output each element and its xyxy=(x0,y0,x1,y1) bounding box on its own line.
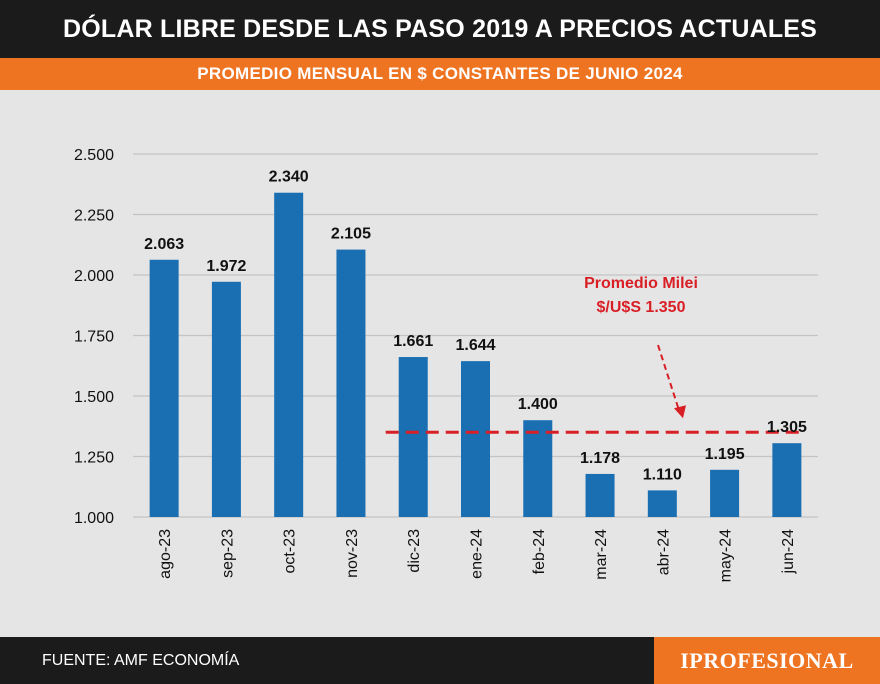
bar xyxy=(274,192,304,517)
x-tick-label: nov-23 xyxy=(344,529,361,578)
data-label: 2.063 xyxy=(144,236,184,253)
chart-subtitle: PROMEDIO MENSUAL EN $ CONSTANTES DE JUNI… xyxy=(197,64,683,83)
x-tick-label: oct-23 xyxy=(282,529,299,574)
bar xyxy=(772,443,802,517)
data-label: 2.340 xyxy=(269,169,309,186)
data-label: 2.105 xyxy=(331,226,371,243)
bar-chart: 1.000 1.250 1.500 1.750 2.000 2.250 2.500 2.063… xyxy=(74,147,818,582)
title-bar: DÓLAR LIBRE DESDE LAS PASO 2019 A PRECIO… xyxy=(0,0,880,58)
data-label: 1.644 xyxy=(455,337,495,354)
bar xyxy=(461,361,490,517)
subtitle-bar: PROMEDIO MENSUAL EN $ CONSTANTES DE JUNI… xyxy=(0,58,880,90)
x-tick-label: ene-24 xyxy=(469,529,486,579)
data-label: 1.661 xyxy=(393,333,433,350)
bar xyxy=(398,357,428,517)
chart-title: DÓLAR LIBRE DESDE LAS PASO 2019 A PRECIO… xyxy=(62,14,818,43)
bar xyxy=(585,473,615,517)
brand-logo: IPROFESIONAL xyxy=(654,637,880,684)
bar xyxy=(710,469,740,517)
data-label: 1.195 xyxy=(705,446,745,463)
annotation-text: $/U$S 1.350 xyxy=(597,299,686,316)
bar xyxy=(336,249,366,517)
y-tick-label: 2.000 xyxy=(74,268,114,285)
x-tick-label: feb-24 xyxy=(531,529,548,574)
x-tick-label: sep-23 xyxy=(219,529,236,578)
data-label: 1.972 xyxy=(206,258,246,275)
bar xyxy=(523,420,553,517)
data-label: 1.305 xyxy=(767,419,807,436)
x-tick-label: dic-23 xyxy=(406,529,423,573)
annotation-arrow-shaft xyxy=(657,344,680,411)
annotation-text: Promedio Milei xyxy=(584,275,698,292)
data-label: 1.110 xyxy=(643,466,682,483)
y-tick-label: 2.250 xyxy=(74,208,114,225)
y-tick-label: 1.000 xyxy=(74,510,114,527)
bar xyxy=(211,281,241,517)
y-tick-label: 1.250 xyxy=(74,450,114,467)
bar xyxy=(149,259,179,517)
annotation-arrow-head xyxy=(674,405,686,419)
footer: FUENTE: AMF ECONOMÍA IPROFESIONAL xyxy=(0,637,880,684)
x-tick-label: ago-23 xyxy=(157,529,174,579)
source-note: FUENTE: AMF ECONOMÍA xyxy=(42,652,240,669)
x-tick-label: may-24 xyxy=(718,529,735,582)
x-tick-label: jun-24 xyxy=(780,529,797,575)
data-label: 1.400 xyxy=(518,396,558,413)
bar xyxy=(647,490,677,517)
data-label: 1.178 xyxy=(580,450,620,467)
y-tick-label: 2.500 xyxy=(74,147,114,164)
y-tick-label: 1.500 xyxy=(74,389,114,406)
y-tick-label: 1.750 xyxy=(74,329,114,346)
x-tick-label: mar-24 xyxy=(593,529,610,580)
brand-name: IPROFESIONAL xyxy=(680,647,854,673)
x-tick-label: abr-24 xyxy=(655,529,672,575)
